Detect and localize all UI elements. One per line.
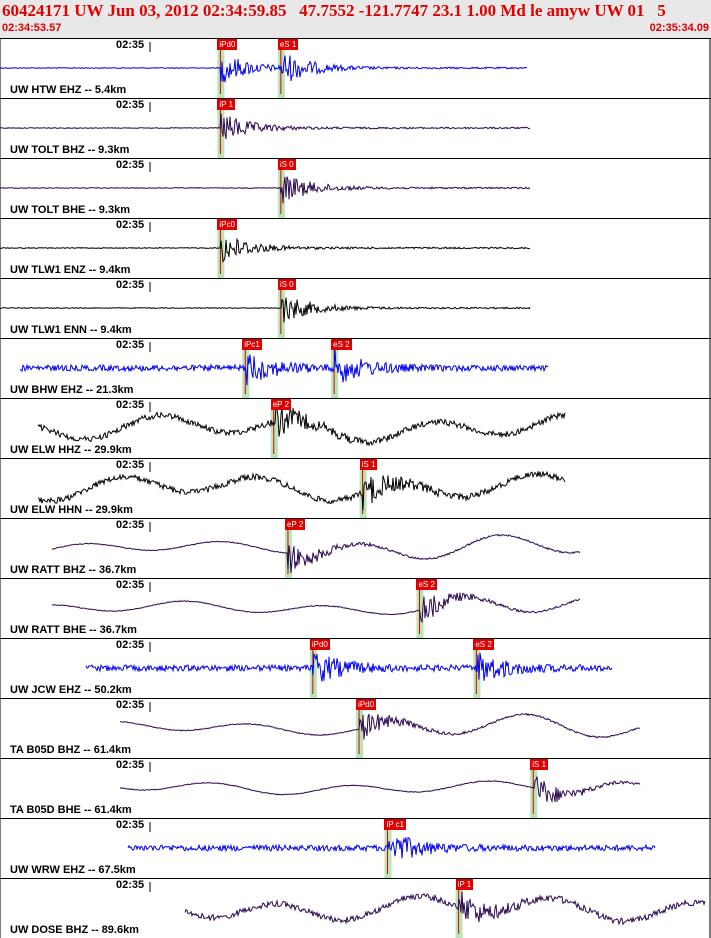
waveform[interactable] bbox=[184, 891, 706, 926]
waveform[interactable] bbox=[0, 55, 527, 83]
station-label: TA B05D BHE -- 61.4km bbox=[10, 804, 132, 816]
phase-pick-flag[interactable]: eS 1 bbox=[277, 39, 299, 50]
trace-time-label: 02:35 bbox=[116, 339, 145, 351]
phase-pick-flag[interactable]: iS 1 bbox=[359, 459, 378, 470]
station-label: UW WRW EHZ -- 67.5km bbox=[10, 864, 136, 876]
waveform[interactable] bbox=[127, 836, 656, 859]
trace-time-label: 02:35 bbox=[116, 39, 145, 51]
trace-time-label: 02:35 bbox=[116, 519, 145, 531]
phase-pick-flag[interactable]: iPc1 bbox=[242, 339, 262, 350]
waveform[interactable] bbox=[0, 113, 531, 140]
phase-pick-flag[interactable]: eS 2 bbox=[416, 579, 437, 590]
phase-pick-flag[interactable]: iP c1 bbox=[384, 819, 407, 830]
station-label: UW JCW EHZ -- 50.2km bbox=[10, 684, 132, 696]
phase-pick-flag[interactable]: eP 2 bbox=[284, 519, 306, 530]
waveform[interactable] bbox=[20, 349, 549, 386]
station-label: TA B05D BHZ -- 61.4km bbox=[10, 744, 132, 756]
trace-time-label: 02:35 bbox=[116, 759, 145, 771]
phase-pick-flag[interactable]: eS 2 bbox=[473, 639, 494, 650]
phase-pick-flag[interactable]: iS 1 bbox=[530, 759, 549, 770]
seismogram-panel[interactable]: 02:35 UW HTW EHZ -- 5.4km iPd0 eS 1 02:35 UW … bbox=[0, 38, 711, 938]
phase-pick-flag[interactable]: iPc0 bbox=[217, 219, 237, 230]
waveform[interactable] bbox=[0, 237, 531, 263]
phase-pick-flag[interactable]: iP 1 bbox=[217, 99, 236, 110]
station-label: UW HTW EHZ -- 5.4km bbox=[10, 84, 127, 96]
waveform[interactable] bbox=[0, 297, 531, 323]
station-label: UW BHW EHZ -- 21.3km bbox=[10, 384, 134, 396]
waveform[interactable] bbox=[37, 405, 566, 447]
waveform[interactable] bbox=[51, 592, 581, 624]
phase-pick-flag[interactable]: iS 0 bbox=[277, 159, 296, 170]
trace-time-label: 02:35 bbox=[116, 879, 145, 891]
waveform[interactable] bbox=[85, 652, 613, 682]
phase-pick-flag[interactable]: iS 0 bbox=[277, 279, 296, 290]
trace-time-label: 02:35 bbox=[116, 399, 145, 411]
phase-pick-flag[interactable]: iPd0 bbox=[217, 39, 238, 50]
start-time: 02:34:53.57 bbox=[2, 22, 62, 34]
station-label: UW TLW1 ENN -- 9.4km bbox=[10, 324, 132, 336]
station-label: UW RATT BHE -- 36.7km bbox=[10, 624, 137, 636]
trace-time-label: 02:35 bbox=[116, 219, 145, 231]
trace-time-label: 02:35 bbox=[116, 699, 145, 711]
station-label: UW DOSE BHZ -- 89.6km bbox=[10, 924, 139, 936]
trace-time-label: 02:35 bbox=[116, 579, 145, 591]
station-label: UW ELW HHN -- 29.9km bbox=[10, 504, 133, 516]
event-header: 60424171 UW Jun 03, 2012 02:34:59.85 47.… bbox=[0, 0, 711, 38]
phase-pick-flag[interactable]: eS 2 bbox=[331, 339, 352, 350]
station-label: UW TOLT BHZ -- 9.3km bbox=[10, 144, 130, 156]
phase-pick-flag[interactable]: iPd0 bbox=[356, 699, 377, 710]
end-time: 02:35:34.09 bbox=[649, 22, 709, 34]
waveform[interactable] bbox=[0, 176, 531, 204]
station-label: UW RATT BHZ -- 36.7km bbox=[10, 564, 137, 576]
seismogram-svg[interactable] bbox=[0, 38, 711, 938]
trace-time-label: 02:35 bbox=[116, 819, 145, 831]
station-label: UW TOLT BHE -- 9.3km bbox=[10, 204, 130, 216]
waveform[interactable] bbox=[119, 712, 640, 740]
trace-time-label: 02:35 bbox=[116, 279, 145, 291]
trace-time-label: 02:35 bbox=[116, 639, 145, 651]
station-label: UW TLW1 ENZ -- 9.4km bbox=[10, 264, 131, 276]
phase-pick-flag[interactable]: iPd0 bbox=[309, 639, 330, 650]
waveform[interactable] bbox=[51, 533, 581, 573]
phase-pick-flag[interactable]: eP 2 bbox=[270, 399, 292, 410]
trace-time-label: 02:35 bbox=[116, 159, 145, 171]
waveform[interactable] bbox=[37, 470, 566, 511]
phase-pick-flag[interactable]: iP 1 bbox=[455, 879, 474, 890]
trace-time-label: 02:35 bbox=[116, 99, 145, 111]
station-label: UW ELW HHZ -- 29.9km bbox=[10, 444, 132, 456]
waveform[interactable] bbox=[119, 776, 641, 804]
trace-time-label: 02:35 bbox=[116, 459, 145, 471]
event-title: 60424171 UW Jun 03, 2012 02:34:59.85 47.… bbox=[2, 1, 666, 20]
